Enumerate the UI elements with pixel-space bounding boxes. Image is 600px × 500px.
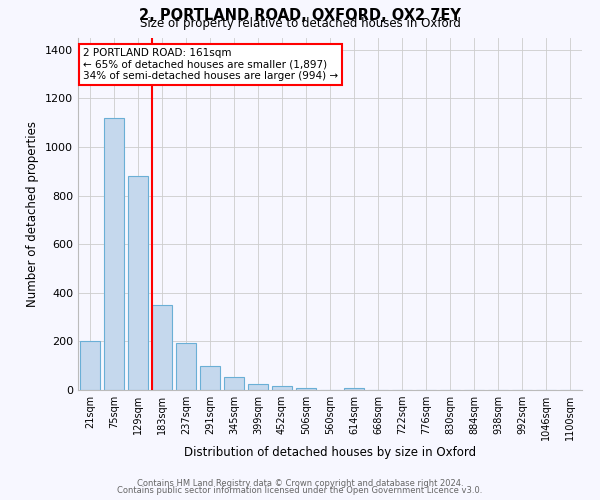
Bar <box>224 376 244 390</box>
Y-axis label: Number of detached properties: Number of detached properties <box>26 120 40 306</box>
Text: 2 PORTLAND ROAD: 161sqm
← 65% of detached houses are smaller (1,897)
34% of semi: 2 PORTLAND ROAD: 161sqm ← 65% of detache… <box>83 48 338 82</box>
Bar <box>344 388 364 390</box>
Bar <box>104 118 124 390</box>
Bar <box>248 384 268 390</box>
Bar <box>296 388 316 390</box>
Text: 2, PORTLAND ROAD, OXFORD, OX2 7EY: 2, PORTLAND ROAD, OXFORD, OX2 7EY <box>139 8 461 22</box>
Bar <box>152 305 172 390</box>
X-axis label: Distribution of detached houses by size in Oxford: Distribution of detached houses by size … <box>184 446 476 458</box>
Text: Contains HM Land Registry data © Crown copyright and database right 2024.: Contains HM Land Registry data © Crown c… <box>137 478 463 488</box>
Bar <box>200 366 220 390</box>
Bar <box>272 386 292 390</box>
Text: Contains public sector information licensed under the Open Government Licence v3: Contains public sector information licen… <box>118 486 482 495</box>
Bar <box>80 342 100 390</box>
Bar <box>128 176 148 390</box>
Text: Size of property relative to detached houses in Oxford: Size of property relative to detached ho… <box>140 18 460 30</box>
Bar <box>176 342 196 390</box>
